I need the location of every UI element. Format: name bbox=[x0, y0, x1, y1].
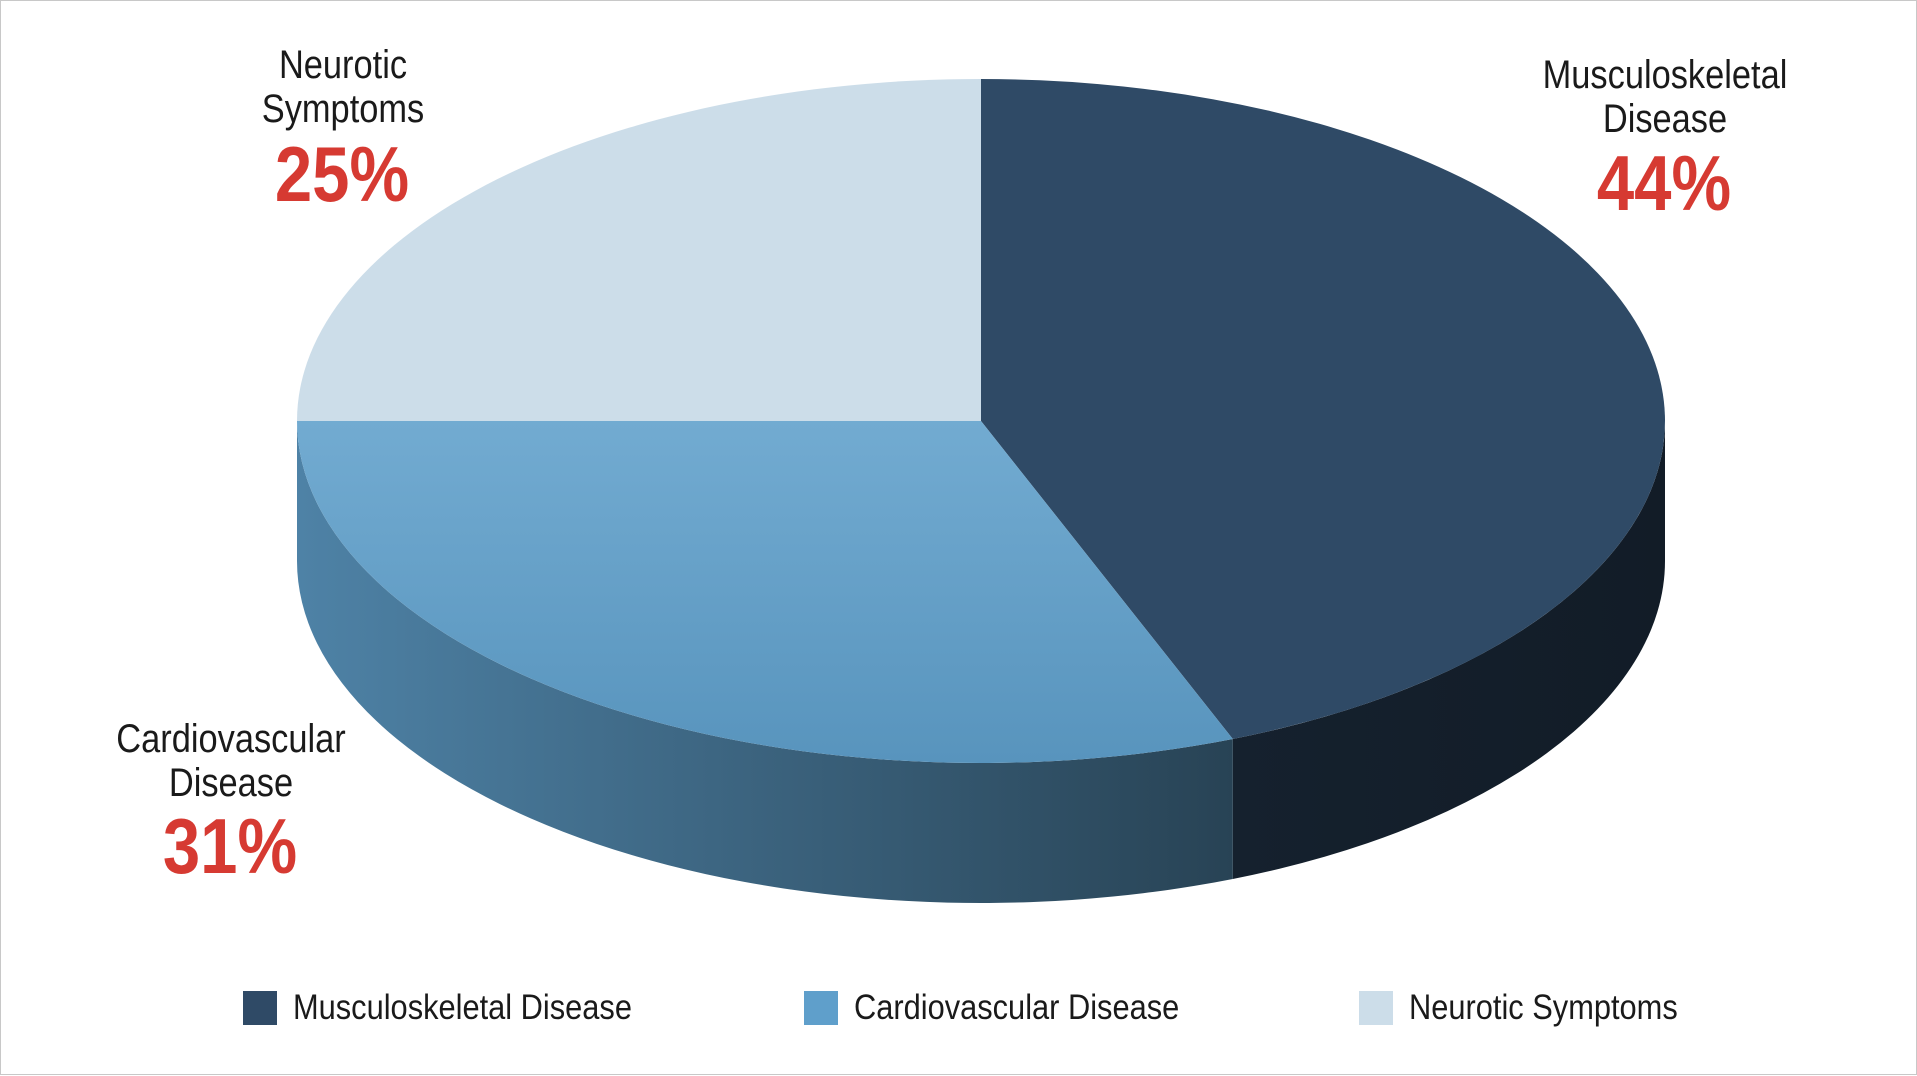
pie-side-cardiovascular bbox=[297, 421, 1233, 904]
legend-label-cardiovascular: Cardiovascular Disease bbox=[854, 988, 1180, 1027]
slice-name-musculoskeletal: Musculoskeletal Disease bbox=[1543, 53, 1788, 141]
slice-name-neurotic: Neurotic Symptoms bbox=[262, 43, 424, 131]
legend-swatch-neurotic bbox=[1359, 991, 1393, 1025]
legend-label-neurotic: Neurotic Symptoms bbox=[1409, 988, 1678, 1027]
slice-name-line: Symptoms bbox=[261, 87, 425, 131]
legend-swatch-cardiovascular bbox=[804, 991, 838, 1025]
slice-name-cardiovascular: Cardiovascular Disease bbox=[116, 717, 345, 805]
slice-name-line: Neurotic bbox=[278, 43, 408, 87]
pie-slice-cardiovascular bbox=[297, 421, 1233, 764]
legend-item-musculoskeletal: Musculoskeletal Disease bbox=[243, 983, 678, 1033]
slice-name-line: Disease bbox=[168, 761, 294, 805]
slice-percent-cardiovascular: 31% bbox=[162, 802, 298, 890]
pie-side-musculoskeletal bbox=[1232, 421, 1665, 879]
slice-name-line: Cardiovascular bbox=[116, 717, 346, 761]
pie-slice-musculoskeletal bbox=[981, 79, 1666, 739]
legend-label-musculoskeletal: Musculoskeletal Disease bbox=[293, 988, 632, 1027]
slice-percent-musculoskeletal: 44% bbox=[1596, 139, 1732, 227]
slice-name-line: Musculoskeletal bbox=[1542, 53, 1788, 97]
legend-item-neurotic: Neurotic Symptoms bbox=[1359, 983, 1714, 1033]
chart-legend: Musculoskeletal Disease Cardiovascular D… bbox=[1, 983, 1917, 1033]
slice-percent-neurotic: 25% bbox=[274, 130, 410, 218]
legend-swatch-musculoskeletal bbox=[243, 991, 277, 1025]
slice-name-line: Disease bbox=[1602, 97, 1728, 141]
pie-slice-neurotic bbox=[297, 79, 981, 421]
pie-tops bbox=[297, 79, 1666, 764]
pie-sides bbox=[297, 421, 1665, 904]
legend-item-cardiovascular: Cardiovascular Disease bbox=[804, 983, 1224, 1033]
